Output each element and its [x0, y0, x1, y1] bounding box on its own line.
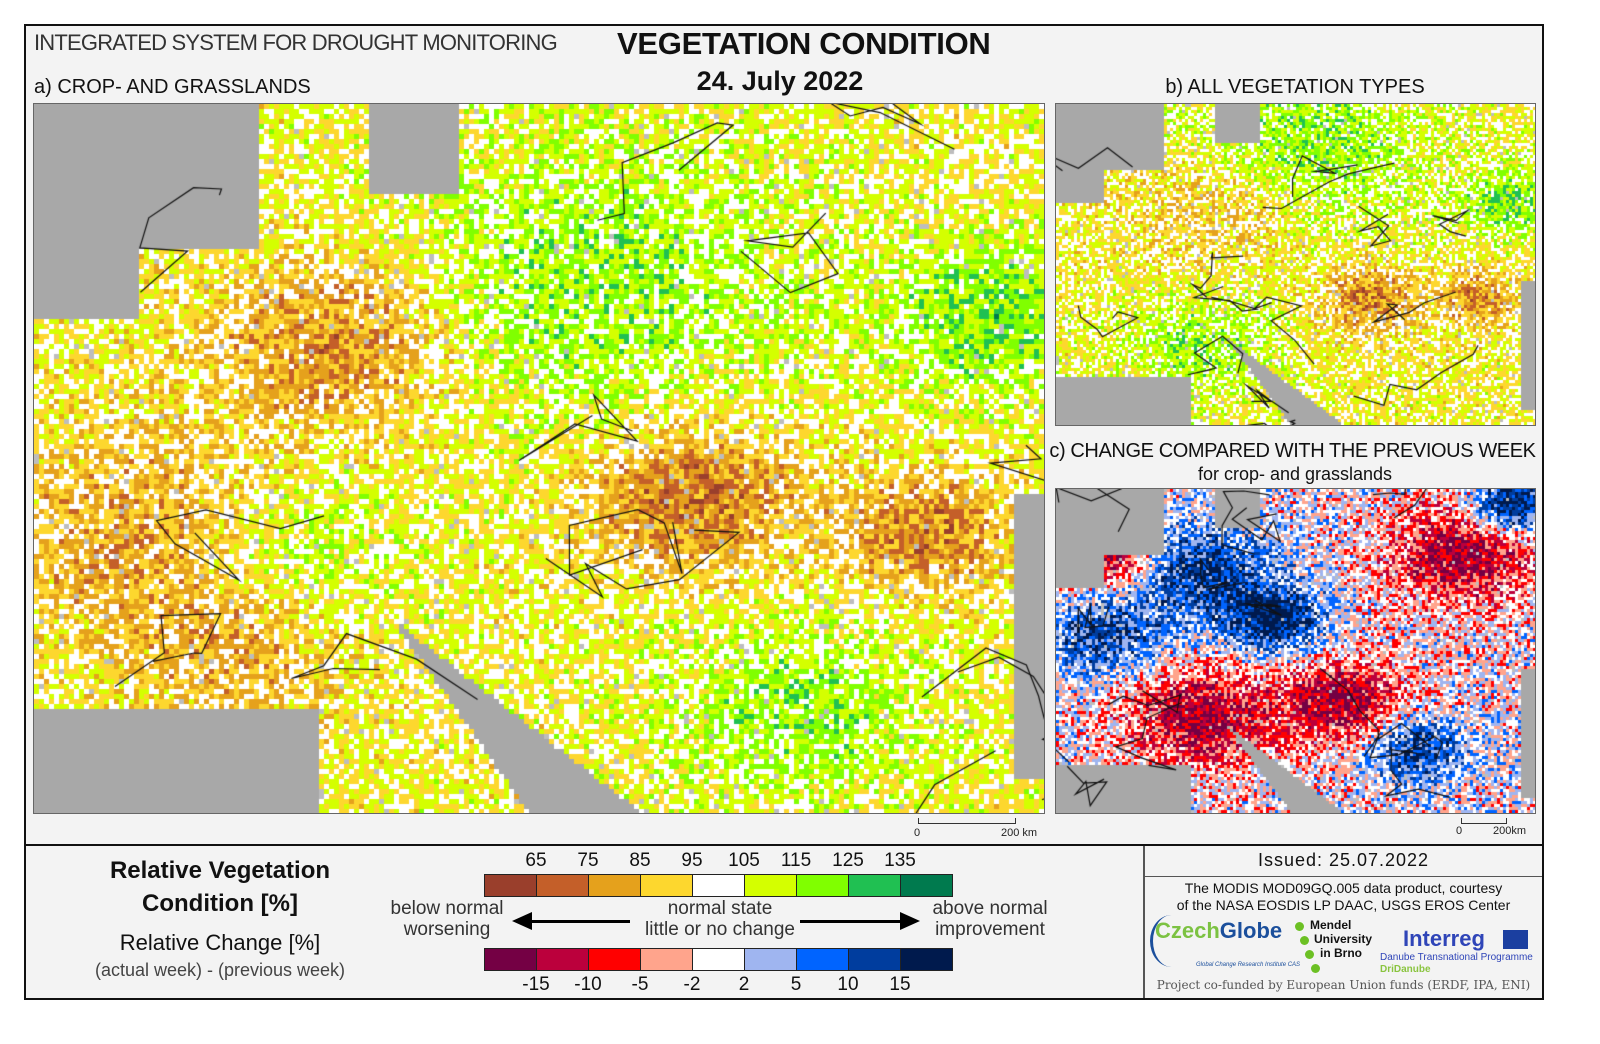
issued-divider — [1145, 876, 1542, 877]
legend-tick: 15 — [889, 974, 911, 995]
scale-bar-a — [918, 818, 1016, 824]
map-date: 24. July 2022 — [696, 66, 864, 96]
above-text: above normal — [932, 898, 1048, 919]
mendel-line: University — [1314, 932, 1373, 946]
dridanube-label: DriDanube — [1380, 964, 1431, 975]
legend-swatch — [589, 949, 641, 970]
arrow-right-icon — [800, 920, 900, 923]
legend-swatch — [849, 875, 901, 896]
data-credit: The MODIS MOD09GQ.005 data product, cour… — [1145, 880, 1542, 914]
change-legend-subtitle: (actual week) - (previous week) — [94, 960, 346, 980]
legend-tick: -2 — [683, 974, 701, 995]
mendel-line: Mendel — [1310, 918, 1352, 932]
legend-tick: 65 — [525, 850, 547, 871]
legend-swatch — [797, 875, 849, 896]
legend-swatch — [485, 949, 537, 970]
mendel-dot-icon — [1300, 936, 1309, 945]
mendel-logo: Mendel University in Brno — [1310, 918, 1372, 960]
scale-c-zero: 0 — [1456, 825, 1463, 837]
panel-c-subtitle: for crop- and grasslands — [1197, 464, 1393, 484]
legend-swatch — [849, 949, 901, 970]
below-text: below normal — [390, 898, 504, 919]
change-legend-title: Relative Change [%] — [119, 930, 321, 955]
map-crop-grasslands — [33, 103, 1045, 814]
scale-c-max: 200km — [1493, 825, 1527, 837]
legend-swatch — [693, 949, 745, 970]
legend-swatch — [693, 875, 745, 896]
czechglobe-subtitle: Global Change Research Institute CAS — [1196, 962, 1301, 968]
credit-line-2: of the NASA EOSDIS LP DAAC, USGS EROS Ce… — [1176, 897, 1511, 913]
legend-swatch — [485, 875, 537, 896]
legend-tick: 5 — [790, 974, 802, 995]
legend-tick: 95 — [681, 850, 703, 871]
logo-globe: Globe — [1219, 918, 1283, 943]
system-title: INTEGRATED SYSTEM FOR DROUGHT MONITORING — [34, 30, 558, 55]
legend-tick: 2 — [738, 974, 750, 995]
legend-tick: 135 — [884, 850, 916, 871]
panel-c-title: c) CHANGE COMPARED WITH THE PREVIOUS WEE… — [1049, 440, 1536, 462]
legend-swatch — [641, 875, 693, 896]
funding-note: Project co-funded by European Union fund… — [1156, 978, 1531, 992]
interreg-subtitle: Danube Transnational Programme — [1380, 952, 1533, 963]
legend-divider — [24, 844, 1542, 846]
map-weekly-change — [1055, 488, 1536, 814]
interreg-logo: Interreg — [1403, 926, 1485, 951]
legend-swatch — [901, 949, 952, 970]
little-change-text: little or no change — [645, 919, 795, 940]
legend-tick: 105 — [728, 850, 760, 871]
above-normal-label: above normal improvement — [925, 898, 1055, 940]
arrowhead-left-icon — [512, 912, 532, 930]
legend-swatch — [537, 949, 589, 970]
legend-tick: 125 — [832, 850, 864, 871]
legend-swatch — [745, 875, 797, 896]
credit-line-1: The MODIS MOD09GQ.005 data product, cour… — [1184, 880, 1503, 896]
condition-color-bar — [484, 874, 953, 897]
czechglobe-arc-icon — [1150, 915, 1193, 967]
arrowhead-right-icon — [900, 912, 920, 930]
mendel-dot-icon — [1311, 964, 1320, 973]
legend-tick: 10 — [837, 974, 859, 995]
legend-title: Relative Vegetation Condition [%] — [109, 857, 331, 917]
worsening-text: worsening — [403, 919, 491, 940]
scale-a-max: 200 km — [1001, 827, 1038, 839]
legend-swatch — [745, 949, 797, 970]
legend-tick: -5 — [631, 974, 649, 995]
page-title: VEGETATION CONDITION — [617, 26, 991, 61]
scale-a-zero: 0 — [914, 827, 921, 839]
legend-tick: -10 — [574, 974, 602, 995]
legend-tick: -15 — [522, 974, 550, 995]
below-normal-label: below normal worsening — [384, 898, 510, 940]
logo-czech: Czech — [1155, 918, 1220, 943]
footer-divider — [1143, 846, 1145, 998]
arrow-left-icon — [530, 920, 630, 923]
issued-date: Issued: 25.07.2022 — [1257, 850, 1430, 870]
map-all-vegetation — [1055, 103, 1536, 426]
scale-bar-c — [1461, 818, 1507, 824]
improvement-text: improvement — [935, 919, 1045, 940]
legend-swatch — [797, 949, 849, 970]
legend-tick: 115 — [780, 850, 812, 871]
legend-swatch — [589, 875, 641, 896]
change-color-bar — [484, 948, 953, 971]
czechglobe-logo: CzechGlobe — [1155, 918, 1282, 944]
normal-state-label: normal state little or no change — [630, 898, 810, 940]
mendel-dot-icon — [1305, 950, 1314, 959]
legend-swatch — [537, 875, 589, 896]
legend-swatch — [901, 875, 952, 896]
mendel-line: in Brno — [1320, 946, 1362, 960]
panel-b-title: b) ALL VEGETATION TYPES — [1165, 76, 1425, 98]
normal-text: normal state — [667, 898, 773, 919]
panel-a-title: a) CROP- AND GRASSLANDS — [34, 76, 311, 98]
legend-tick: 75 — [577, 850, 599, 871]
mendel-dot-icon — [1295, 922, 1304, 931]
eu-flag-icon — [1503, 930, 1528, 949]
legend-tick: 85 — [629, 850, 651, 871]
legend-swatch — [641, 949, 693, 970]
